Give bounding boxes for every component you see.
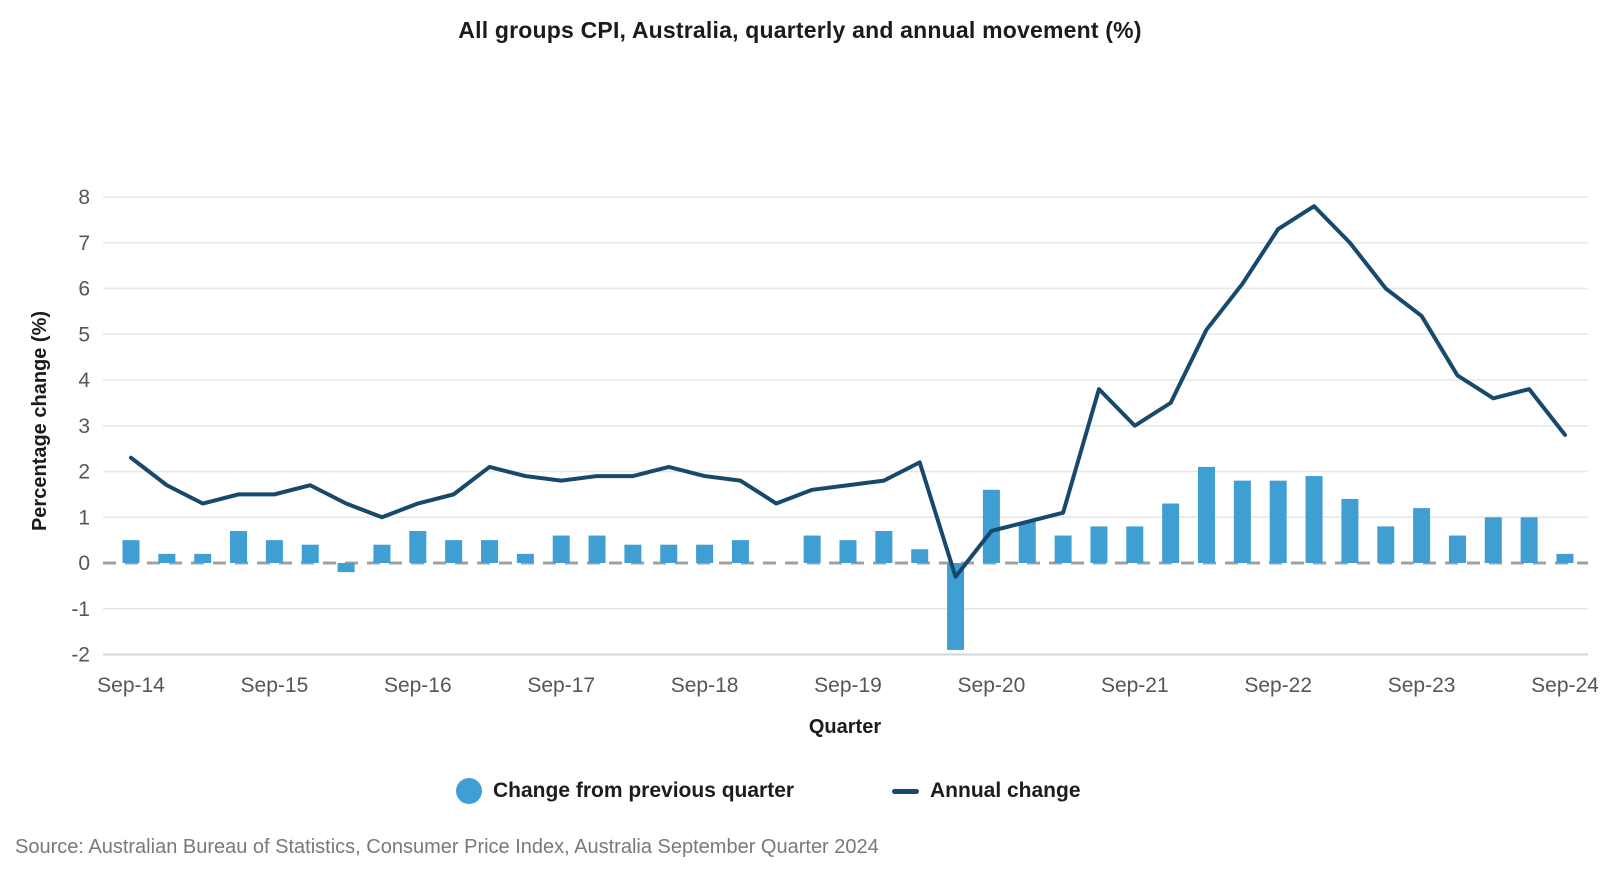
x-tick-label-Sep-15: Sep-15: [241, 674, 309, 697]
bar-Dec-23[interactable]: [1448, 535, 1466, 563]
bar-Jun-22[interactable]: [1233, 480, 1251, 563]
bar-Jun-23[interactable]: [1377, 526, 1395, 563]
bar-Jun-17[interactable]: [516, 553, 534, 563]
bar-Dec-20[interactable]: [1018, 521, 1036, 563]
bar-Dec-22[interactable]: [1305, 476, 1323, 563]
x-tick-label-Sep-18: Sep-18: [671, 674, 739, 697]
bar-Mar-18[interactable]: [624, 544, 642, 563]
x-tick-label-Sep-16: Sep-16: [384, 674, 452, 697]
y-tick-label--2: -2: [71, 644, 90, 667]
bar-Sep-19[interactable]: [839, 540, 857, 563]
y-tick-label-5: 5: [78, 323, 90, 346]
bar-Dec-14[interactable]: [158, 553, 176, 563]
bar-Mar-16[interactable]: [337, 563, 355, 573]
x-tick-label-Sep-22: Sep-22: [1244, 674, 1312, 697]
y-tick-label-8: 8: [78, 186, 90, 209]
bar-Sep-20[interactable]: [982, 489, 1000, 563]
bar-Jun-20[interactable]: [947, 563, 965, 650]
y-tick-label-6: 6: [78, 278, 90, 301]
bar-Mar-21[interactable]: [1054, 535, 1072, 563]
bar-Mar-23[interactable]: [1341, 498, 1359, 563]
legend-circle-marker: [456, 778, 482, 804]
bar-Jun-21[interactable]: [1090, 526, 1108, 563]
chart-title: All groups CPI, Australia, quarterly and…: [458, 17, 1142, 43]
bar-Mar-17[interactable]: [481, 540, 498, 563]
x-tick-label-Sep-17: Sep-17: [527, 674, 595, 697]
y-tick-label-0: 0: [78, 552, 90, 575]
x-axis-title: Quarter: [809, 716, 881, 738]
bar-Sep-23[interactable]: [1413, 508, 1431, 563]
source-note: Source: Australian Bureau of Statistics,…: [15, 836, 879, 858]
y-tick-label-1: 1: [78, 506, 90, 529]
bar-Mar-24[interactable]: [1484, 517, 1502, 563]
bar-Mar-20[interactable]: [911, 549, 929, 563]
legend-item-annual-change[interactable]: Annual change: [892, 776, 1081, 806]
bar-Dec-18[interactable]: [731, 540, 749, 563]
quarterly-change-bars: [122, 466, 1574, 650]
y-axis-title: Percentage change (%): [29, 311, 51, 531]
bar-Dec-21[interactable]: [1162, 503, 1180, 563]
bar-Jun-24[interactable]: [1520, 517, 1538, 563]
y-tick-label-2: 2: [78, 461, 90, 484]
y-tick-label--1: -1: [71, 598, 90, 621]
bar-Jun-16[interactable]: [373, 544, 391, 563]
bar-Jun-19[interactable]: [803, 535, 821, 563]
bar-Sep-15[interactable]: [265, 540, 283, 563]
bar-Jun-18[interactable]: [660, 544, 678, 563]
bar-Dec-16[interactable]: [445, 540, 463, 563]
y-tick-label-7: 7: [78, 232, 90, 255]
y-tick-label-3: 3: [78, 415, 90, 438]
bar-Mar-22[interactable]: [1198, 466, 1215, 563]
y-tick-label-4: 4: [78, 369, 90, 392]
x-tick-label-Sep-21: Sep-21: [1101, 674, 1169, 697]
legend-label-annual: Annual change: [930, 779, 1081, 802]
bar-Dec-17[interactable]: [588, 535, 606, 563]
bar-Sep-16[interactable]: [409, 530, 427, 563]
bar-Sep-21[interactable]: [1126, 526, 1144, 563]
bar-Jun-15[interactable]: [230, 530, 248, 563]
legend-line-marker: [892, 788, 919, 794]
bar-Sep-24[interactable]: [1556, 553, 1574, 563]
bar-Dec-15[interactable]: [301, 544, 319, 563]
bar-Sep-14[interactable]: [122, 540, 140, 563]
bar-Dec-19[interactable]: [875, 530, 893, 563]
x-axis-tick-labels: Sep-14 Sep-15 Sep-16 Sep-17 Sep-18 Sep-19 Sep-…: [97, 674, 1599, 697]
x-tick-label-Sep-19: Sep-19: [814, 674, 882, 697]
x-tick-label-Sep-23: Sep-23: [1388, 674, 1456, 697]
legend-item-quarterly-change[interactable]: Change from previous quarter: [456, 776, 794, 806]
x-tick-label-Sep-14: Sep-14: [97, 674, 165, 697]
bar-Sep-22[interactable]: [1269, 480, 1287, 563]
bar-Sep-18[interactable]: [696, 544, 714, 563]
y-axis-tick-labels: 8 7 6 5 4 3 2 1 0 -1 -2: [71, 186, 90, 667]
bar-Mar-15[interactable]: [194, 553, 212, 563]
gridlines: [103, 196, 1588, 656]
legend-label-quarterly: Change from previous quarter: [493, 779, 795, 802]
bar-Sep-17[interactable]: [552, 535, 570, 563]
x-tick-label-Sep-20: Sep-20: [958, 674, 1026, 697]
x-tick-label-Sep-24: Sep-24: [1531, 674, 1599, 697]
annual-change-line[interactable]: [129, 204, 1567, 579]
